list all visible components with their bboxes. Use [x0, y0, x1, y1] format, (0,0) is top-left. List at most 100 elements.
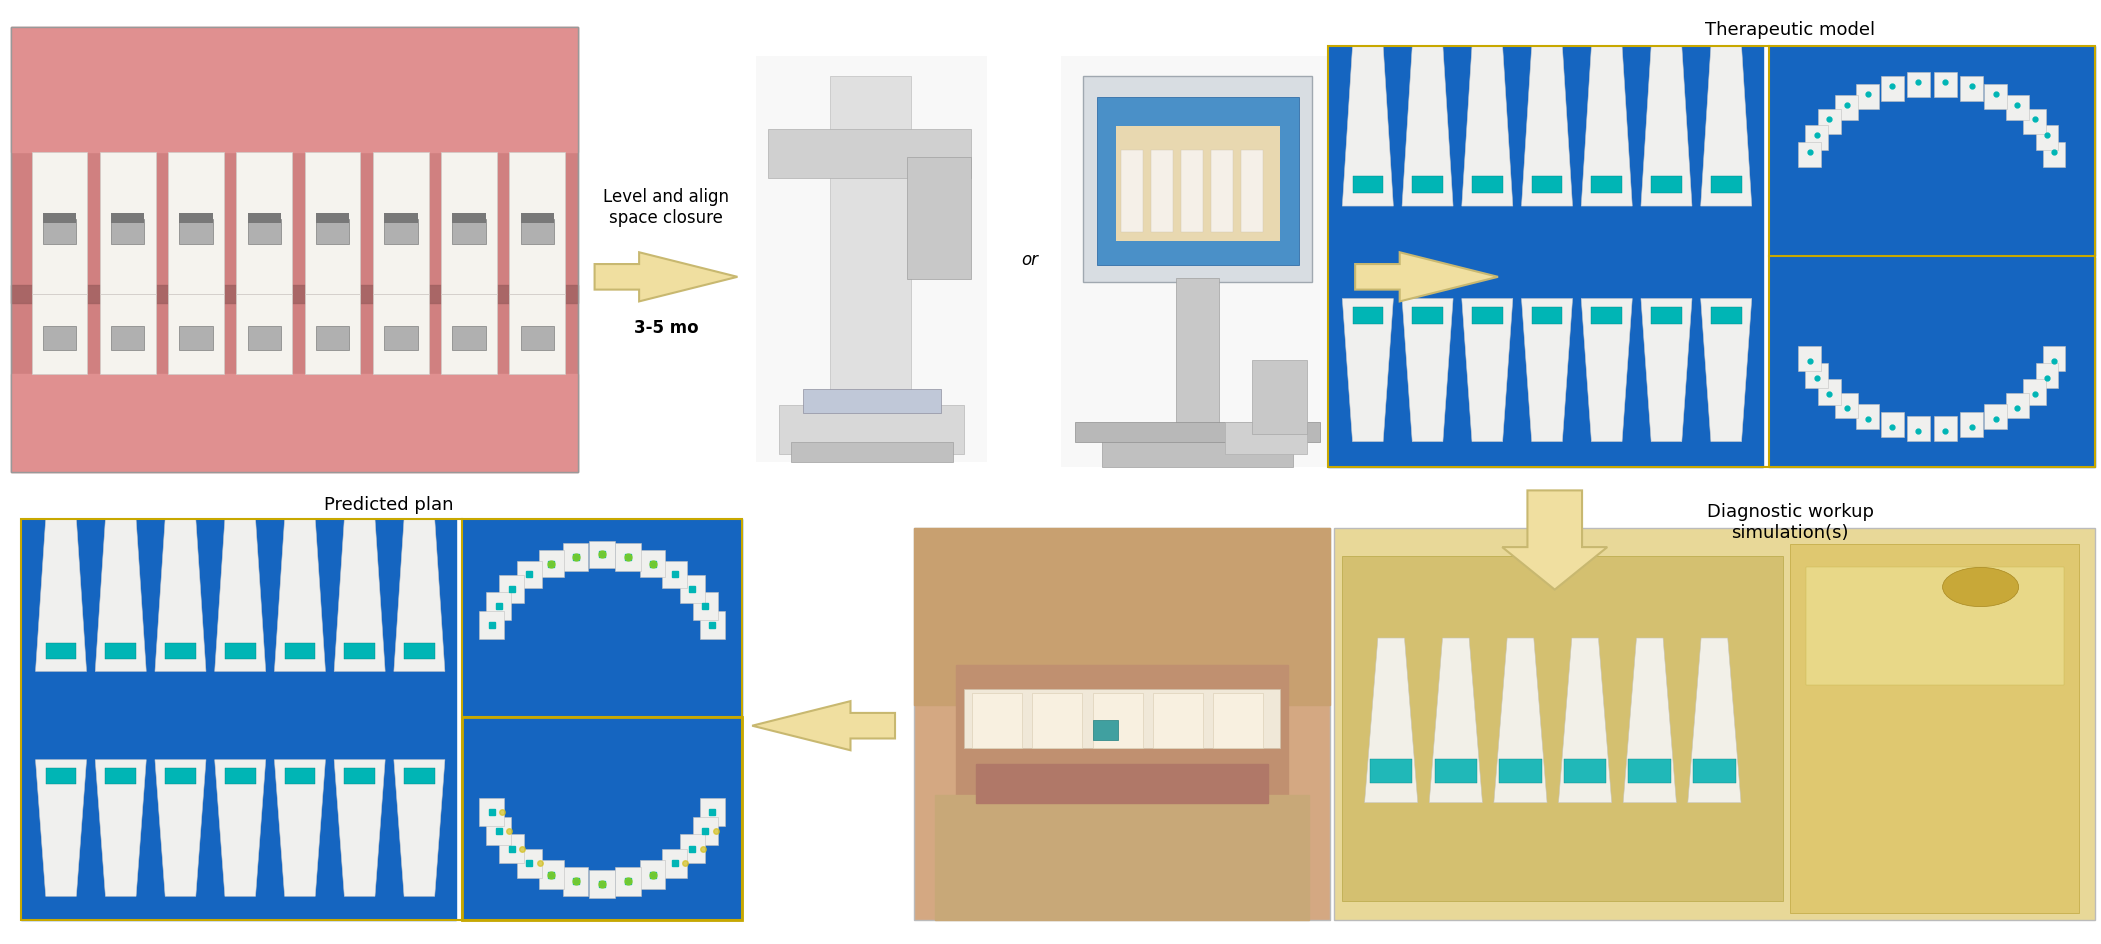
Polygon shape — [1687, 638, 1742, 802]
FancyBboxPatch shape — [485, 818, 511, 846]
FancyBboxPatch shape — [315, 213, 349, 224]
FancyBboxPatch shape — [662, 850, 687, 878]
FancyBboxPatch shape — [2023, 379, 2046, 405]
Polygon shape — [1462, 299, 1513, 442]
FancyBboxPatch shape — [374, 295, 429, 375]
FancyBboxPatch shape — [1769, 258, 2095, 467]
FancyBboxPatch shape — [700, 798, 725, 826]
Polygon shape — [275, 760, 326, 897]
Polygon shape — [595, 253, 737, 302]
FancyBboxPatch shape — [616, 544, 641, 571]
FancyBboxPatch shape — [1061, 57, 1334, 467]
FancyBboxPatch shape — [1370, 760, 1412, 784]
FancyBboxPatch shape — [1563, 760, 1607, 784]
Text: Level and align
space closure: Level and align space closure — [603, 188, 729, 227]
FancyBboxPatch shape — [225, 644, 256, 660]
FancyBboxPatch shape — [977, 764, 1267, 802]
FancyBboxPatch shape — [168, 295, 225, 375]
FancyBboxPatch shape — [521, 213, 555, 224]
FancyBboxPatch shape — [1880, 413, 1904, 438]
FancyBboxPatch shape — [508, 153, 565, 295]
FancyBboxPatch shape — [616, 868, 641, 896]
FancyBboxPatch shape — [1473, 177, 1502, 194]
FancyBboxPatch shape — [284, 768, 315, 784]
Text: Therapeutic model: Therapeutic model — [1706, 21, 1874, 39]
FancyBboxPatch shape — [403, 644, 435, 660]
FancyBboxPatch shape — [1590, 177, 1622, 194]
FancyBboxPatch shape — [563, 868, 588, 896]
Polygon shape — [1343, 299, 1393, 442]
FancyBboxPatch shape — [1252, 361, 1307, 434]
FancyBboxPatch shape — [42, 219, 76, 244]
FancyBboxPatch shape — [1181, 151, 1204, 233]
FancyBboxPatch shape — [452, 327, 485, 350]
FancyBboxPatch shape — [1880, 76, 1904, 102]
Polygon shape — [334, 519, 384, 672]
FancyBboxPatch shape — [101, 295, 155, 375]
FancyBboxPatch shape — [1032, 693, 1082, 748]
FancyBboxPatch shape — [830, 77, 912, 422]
FancyBboxPatch shape — [452, 219, 485, 244]
FancyBboxPatch shape — [1177, 278, 1219, 434]
FancyBboxPatch shape — [1693, 760, 1735, 784]
FancyBboxPatch shape — [225, 768, 256, 784]
FancyBboxPatch shape — [517, 850, 542, 878]
FancyBboxPatch shape — [756, 57, 987, 463]
FancyBboxPatch shape — [1960, 76, 1983, 102]
Bar — [462, 717, 742, 920]
FancyBboxPatch shape — [403, 768, 435, 784]
FancyBboxPatch shape — [2036, 126, 2059, 151]
FancyBboxPatch shape — [914, 529, 1330, 920]
FancyBboxPatch shape — [248, 213, 282, 224]
FancyBboxPatch shape — [1328, 47, 1763, 467]
FancyBboxPatch shape — [305, 295, 361, 375]
FancyBboxPatch shape — [11, 375, 578, 472]
FancyBboxPatch shape — [46, 768, 76, 784]
FancyBboxPatch shape — [441, 295, 498, 375]
FancyBboxPatch shape — [42, 213, 76, 224]
FancyBboxPatch shape — [964, 689, 1280, 748]
FancyBboxPatch shape — [521, 327, 555, 350]
FancyBboxPatch shape — [485, 593, 511, 620]
FancyBboxPatch shape — [538, 860, 563, 889]
FancyBboxPatch shape — [1798, 346, 1822, 371]
FancyBboxPatch shape — [479, 798, 504, 826]
Polygon shape — [1521, 47, 1572, 207]
FancyBboxPatch shape — [693, 818, 719, 846]
FancyBboxPatch shape — [1122, 151, 1143, 233]
FancyBboxPatch shape — [105, 768, 137, 784]
FancyBboxPatch shape — [452, 213, 485, 224]
FancyBboxPatch shape — [2006, 394, 2030, 419]
Polygon shape — [1462, 47, 1513, 207]
FancyBboxPatch shape — [517, 561, 542, 589]
FancyBboxPatch shape — [803, 390, 941, 413]
Polygon shape — [1641, 299, 1691, 442]
Polygon shape — [1559, 638, 1611, 802]
FancyBboxPatch shape — [315, 219, 349, 244]
FancyBboxPatch shape — [1933, 73, 1956, 98]
FancyBboxPatch shape — [42, 327, 76, 350]
FancyBboxPatch shape — [1242, 151, 1263, 233]
FancyBboxPatch shape — [1473, 308, 1502, 325]
FancyBboxPatch shape — [498, 834, 523, 863]
FancyBboxPatch shape — [1790, 545, 2080, 913]
Polygon shape — [275, 519, 326, 672]
FancyBboxPatch shape — [11, 286, 578, 303]
Polygon shape — [1700, 299, 1752, 442]
Polygon shape — [36, 519, 86, 672]
FancyBboxPatch shape — [956, 666, 1288, 802]
FancyBboxPatch shape — [305, 153, 361, 295]
FancyBboxPatch shape — [284, 644, 315, 660]
FancyBboxPatch shape — [11, 28, 578, 472]
FancyBboxPatch shape — [179, 213, 212, 224]
FancyBboxPatch shape — [1074, 422, 1319, 443]
FancyBboxPatch shape — [641, 860, 666, 889]
FancyBboxPatch shape — [590, 869, 613, 898]
FancyBboxPatch shape — [2036, 363, 2059, 389]
FancyBboxPatch shape — [1343, 556, 1784, 901]
FancyBboxPatch shape — [1082, 77, 1313, 282]
FancyBboxPatch shape — [32, 295, 88, 375]
FancyBboxPatch shape — [1769, 47, 2095, 257]
FancyBboxPatch shape — [769, 129, 971, 178]
FancyBboxPatch shape — [46, 644, 76, 660]
